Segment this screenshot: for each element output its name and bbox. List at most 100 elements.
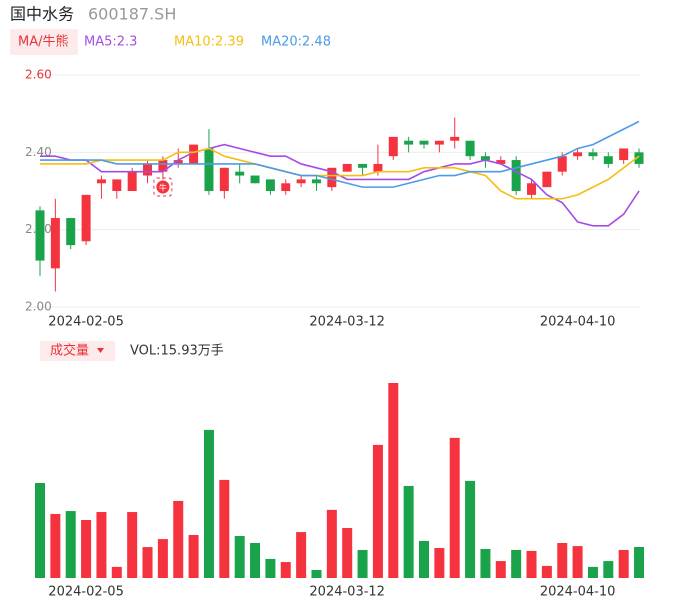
volume-bar <box>357 549 368 578</box>
volume-bar <box>311 570 322 578</box>
volume-bar <box>449 437 460 578</box>
volume-bar <box>511 549 522 578</box>
candle-body <box>296 179 306 184</box>
volume-bar <box>234 535 245 578</box>
candle-body <box>281 183 291 191</box>
volume-bar <box>127 512 138 578</box>
volume-bar <box>157 539 168 578</box>
volume-bar <box>618 549 629 578</box>
candle-body <box>158 160 168 172</box>
candle-body <box>127 171 137 191</box>
candle-body <box>511 160 521 191</box>
ma-line <box>40 147 640 200</box>
volume-bar <box>280 562 291 578</box>
candle-body <box>557 156 567 172</box>
candle-body <box>450 136 460 141</box>
x-tick-label: 2024-02-05 <box>48 585 124 600</box>
candle-body <box>542 171 552 188</box>
candle-body <box>311 179 321 184</box>
candle-body <box>204 148 214 191</box>
candle-body <box>250 175 260 184</box>
candle-body <box>96 179 106 184</box>
ma-button[interactable]: MA/牛熊 <box>18 34 69 50</box>
volume-bar <box>111 566 122 578</box>
x-tick-label: 2024-03-12 <box>309 585 385 600</box>
candle-body <box>434 140 444 145</box>
volume-bar <box>326 509 337 578</box>
volume-bar <box>372 444 383 578</box>
stock-name: 国中水务 <box>10 5 74 24</box>
volume-bar <box>142 547 153 578</box>
candle-body <box>603 156 613 164</box>
y-tick-label: 2.00 <box>25 300 52 314</box>
volume-bar <box>603 561 614 578</box>
volume-bar <box>480 549 491 578</box>
volume-bar <box>419 541 429 578</box>
legend-entry: MA20:2.48 <box>261 35 331 50</box>
volume-bar <box>403 485 414 578</box>
x-tick-label: 2024-04-10 <box>540 585 616 600</box>
volume-bar <box>388 383 399 578</box>
volume-bar <box>265 558 276 578</box>
candle-body <box>634 152 644 164</box>
candle-body <box>480 156 490 161</box>
y-tick-label: 2.60 <box>25 68 52 82</box>
volume-bar <box>634 546 645 578</box>
volume-bar <box>342 527 353 578</box>
candle-body <box>327 167 337 188</box>
candle-body <box>265 179 275 191</box>
volume-bar <box>557 542 568 578</box>
candle-body <box>619 148 629 161</box>
volume-bar <box>250 542 261 578</box>
candle-body <box>358 163 368 168</box>
vol-button-bg[interactable] <box>40 341 115 361</box>
ma-line <box>40 120 640 188</box>
candle-body <box>342 163 352 172</box>
candle-body <box>496 160 506 164</box>
candle-body <box>50 218 60 269</box>
candle-body <box>189 144 199 164</box>
candle-body <box>388 136 398 157</box>
candle-body <box>35 210 45 261</box>
volume-bar <box>465 480 476 578</box>
volume-bar <box>50 513 61 578</box>
legend-entry: MA5:2.3 <box>84 35 137 50</box>
vol-button[interactable]: 成交量 <box>50 343 89 359</box>
vol-label: VOL:15.93万手 <box>130 344 224 359</box>
candle-body <box>219 167 229 191</box>
candle-body <box>588 152 598 157</box>
volume-bar <box>587 566 598 578</box>
volume-bar <box>572 546 583 578</box>
volume-bar <box>219 479 230 578</box>
candle-body <box>66 218 76 246</box>
volume-bar <box>203 429 214 578</box>
candle-body <box>373 163 383 172</box>
candle-body <box>143 163 153 176</box>
candle-body <box>81 194 91 242</box>
badge-circle <box>156 180 170 194</box>
volume-bar <box>495 561 506 578</box>
volume-bar <box>65 511 76 578</box>
stock-code: 600187.SH <box>88 5 176 24</box>
volume-bar <box>434 548 445 578</box>
candle-body <box>404 140 414 145</box>
candle-body <box>465 140 475 157</box>
candle-body <box>573 152 583 157</box>
candle-body <box>527 183 537 195</box>
volume-bar <box>81 520 92 578</box>
volume-bar <box>541 565 552 578</box>
volume-bar <box>188 534 199 578</box>
legend-entry: MA10:2.39 <box>174 35 244 50</box>
dropdown-arrow[interactable] <box>97 348 104 353</box>
volume-bar <box>35 483 45 578</box>
volume-bar <box>526 550 537 578</box>
badge-frame <box>153 177 173 197</box>
candle-body <box>173 160 183 164</box>
x-tick-label: 2024-02-05 <box>48 315 124 330</box>
volume-bar <box>96 512 107 578</box>
candle-body <box>235 171 245 176</box>
volume-bar <box>296 532 307 578</box>
x-tick-label: 2024-03-12 <box>309 315 385 330</box>
ma-button-bg[interactable] <box>10 29 78 55</box>
